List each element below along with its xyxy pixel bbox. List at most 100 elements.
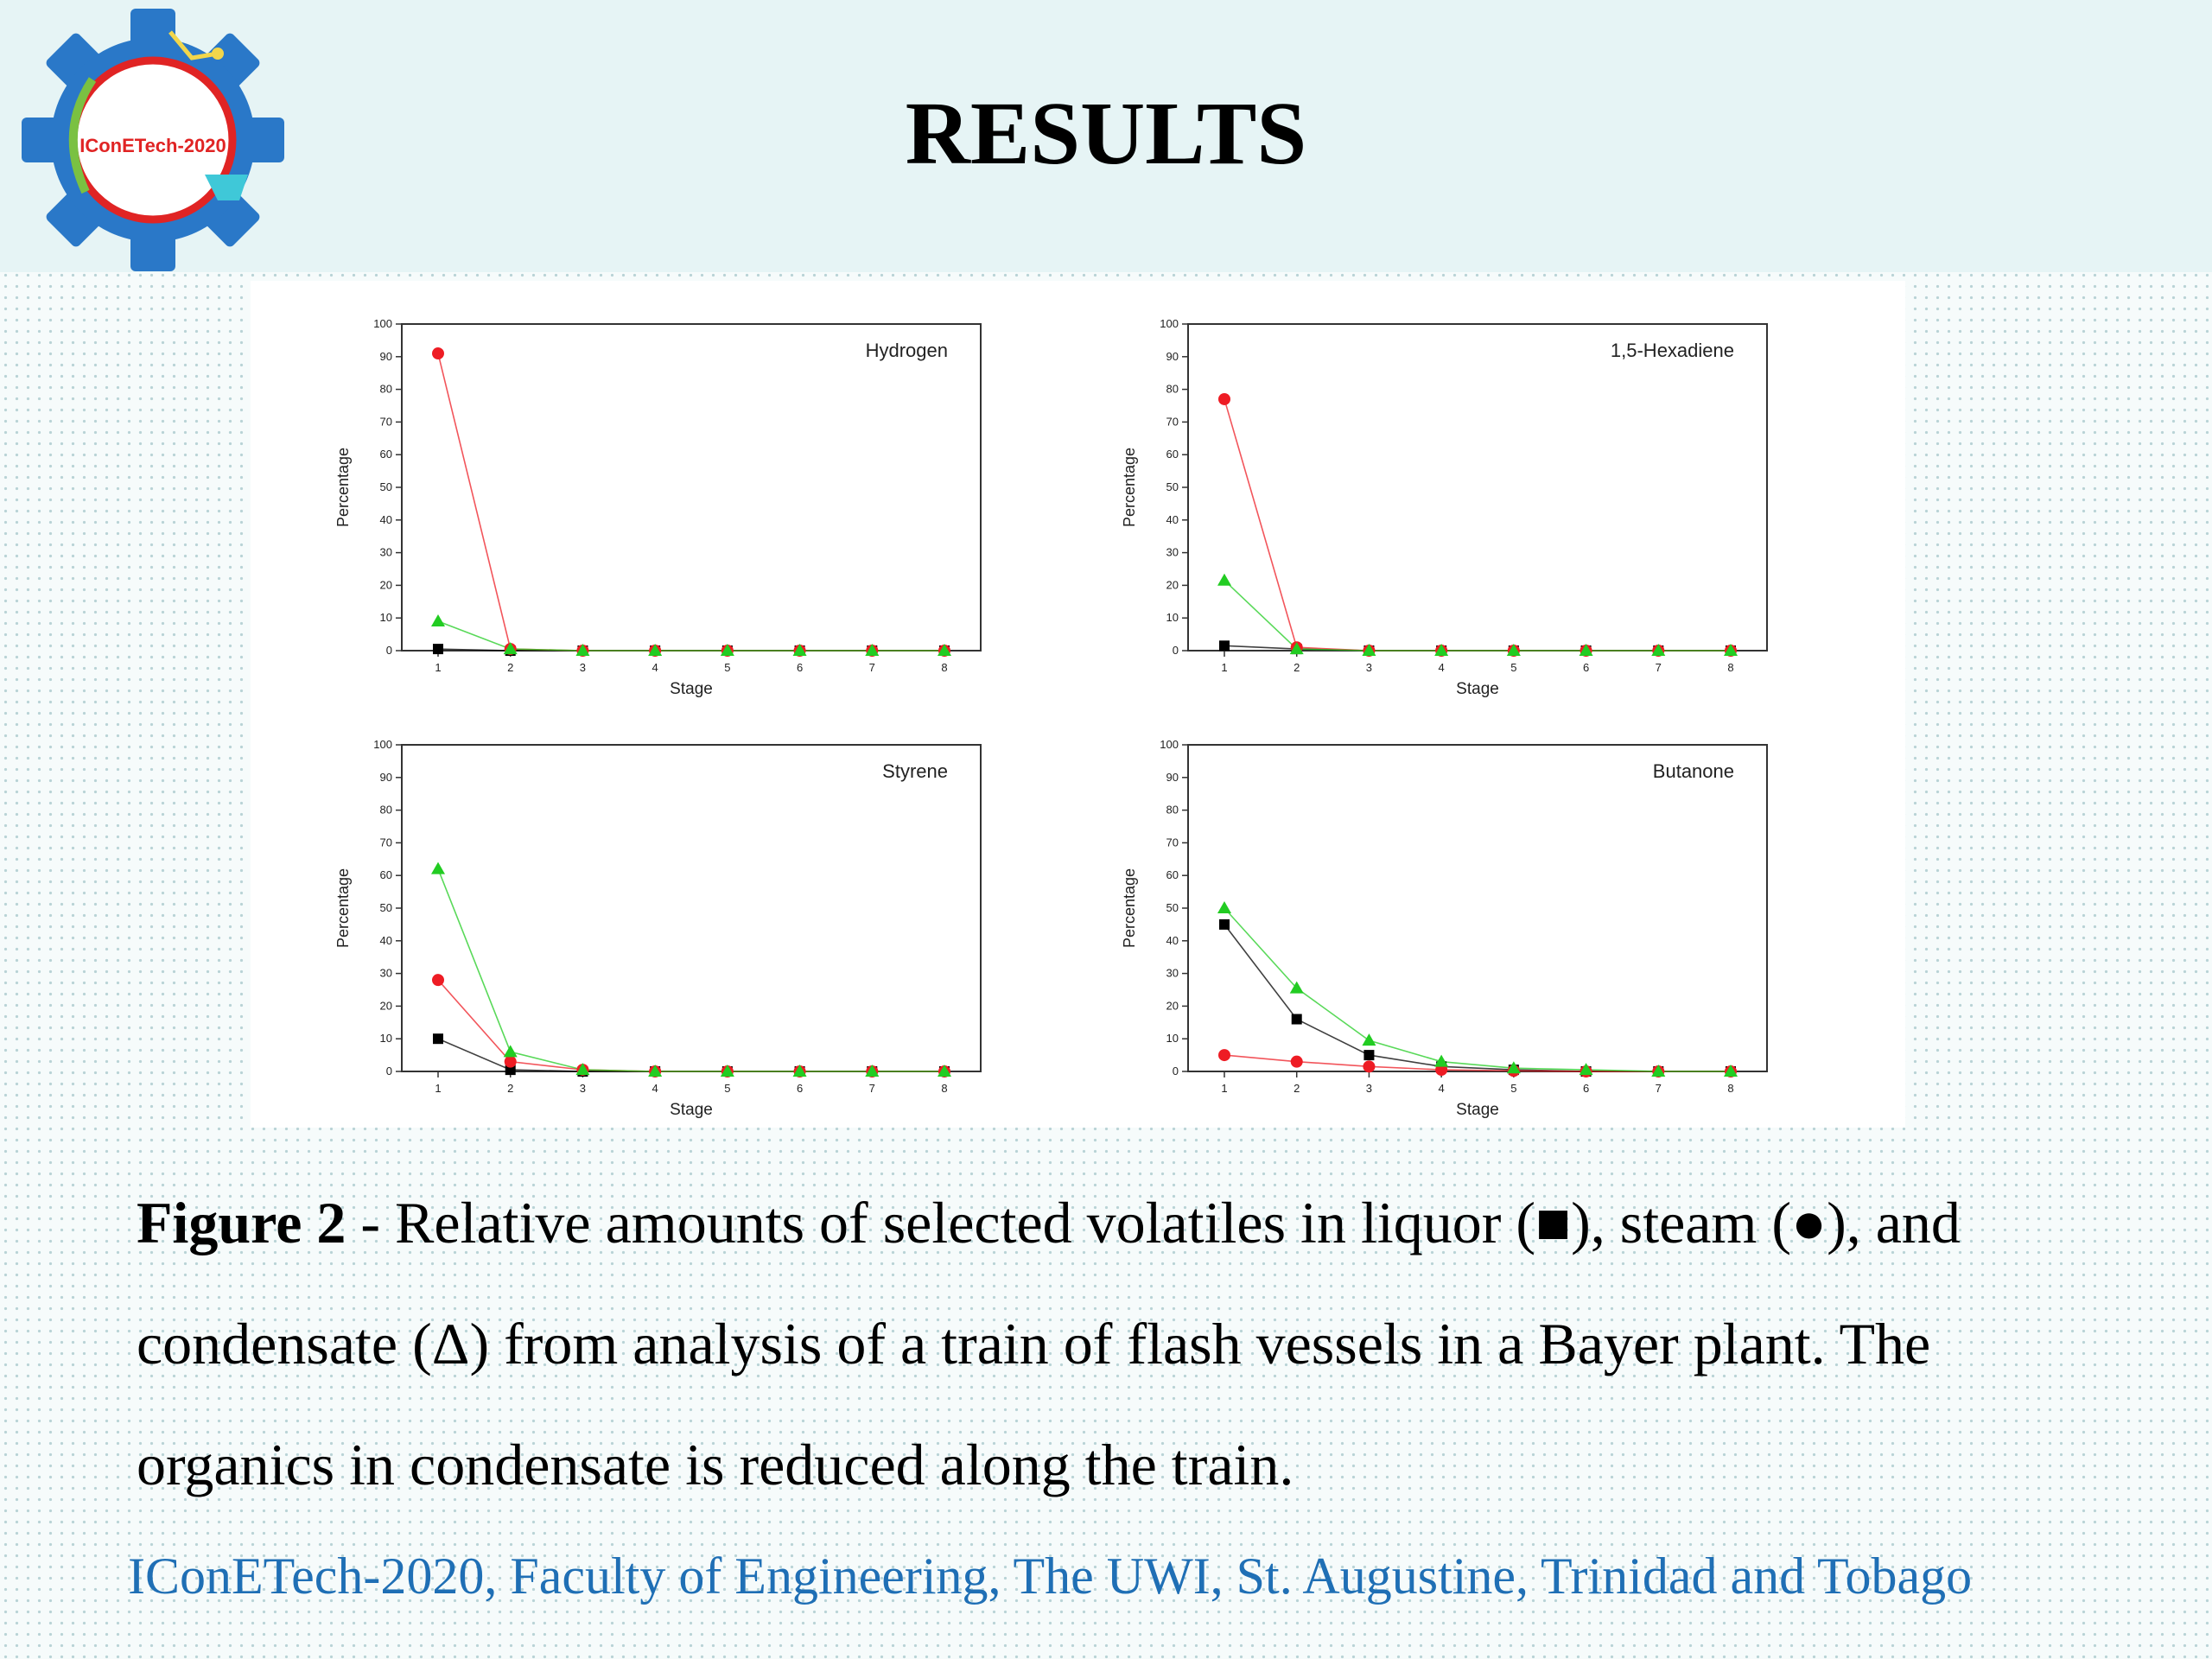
- y-tick-label: 20: [380, 999, 392, 1012]
- point-condensate: [648, 644, 663, 656]
- point-condensate: [1289, 642, 1304, 655]
- y-tick-label: 90: [1166, 771, 1179, 784]
- figure-panel: 0 10 20 30 40 50 60 70 80 90 100 1 2 3 4 5 6 7 8 Stage Perce…: [251, 281, 1905, 1128]
- y-tick-label: 30: [1166, 546, 1179, 559]
- y-tick-label: 0: [386, 1065, 392, 1077]
- figure-caption: Figure 2 - Relative amounts of selected …: [137, 1162, 2089, 1525]
- chart-hydrogen: 0 10 20 30 40 50 60 70 80 90 100 1 2 3 4 5 6 7 8 Stage Perce…: [315, 315, 982, 700]
- y-tick-label: 40: [380, 934, 392, 947]
- x-tick-label: 3: [1366, 661, 1372, 674]
- point-liquor: [505, 1065, 516, 1076]
- point-condensate: [1651, 644, 1666, 656]
- point-condensate: [575, 644, 590, 656]
- point-steam: [1218, 1049, 1230, 1062]
- point-condensate: [1362, 644, 1376, 656]
- y-tick-label: 100: [373, 317, 392, 330]
- x-tick-label: 8: [1727, 661, 1733, 674]
- plot-frame: [1187, 744, 1768, 1072]
- y-tick-label: 10: [380, 1032, 392, 1045]
- x-axis-label: Stage: [670, 680, 713, 698]
- y-tick-label: 50: [1166, 480, 1179, 493]
- y-tick-label: 70: [380, 836, 392, 849]
- x-tick-label: 7: [1656, 1082, 1662, 1095]
- point-steam: [1218, 392, 1230, 405]
- x-tick-label: 3: [1366, 1082, 1372, 1095]
- plot-frame: [1187, 323, 1768, 652]
- point-condensate: [1579, 644, 1593, 656]
- y-tick-label: 80: [380, 804, 392, 817]
- point-condensate: [431, 613, 445, 626]
- x-tick-label: 6: [797, 661, 803, 674]
- point-liquor: [1291, 1014, 1302, 1025]
- series-line-condensate: [1224, 907, 1731, 1072]
- chart-title: Hydrogen: [866, 340, 948, 361]
- point-condensate: [1217, 901, 1231, 913]
- point-steam: [1290, 1055, 1303, 1068]
- y-tick-label: 80: [1166, 383, 1179, 396]
- chart-title: Styrene: [882, 760, 948, 782]
- y-tick-label: 60: [380, 868, 392, 881]
- y-axis-label: Percentage: [334, 868, 352, 948]
- y-axis-label: Percentage: [1121, 868, 1138, 948]
- point-steam: [1363, 1060, 1376, 1073]
- y-tick-label: 100: [1160, 317, 1179, 330]
- figure-label: Figure 2: [137, 1190, 346, 1255]
- point-condensate: [1724, 644, 1738, 656]
- y-tick-label: 40: [380, 513, 392, 526]
- plot-frame: [401, 744, 982, 1072]
- chart-hexadiene: 0 10 20 30 40 50 60 70 80 90 100 1 2 3 4 5 6 7 8 Stage Perce…: [1102, 315, 1768, 700]
- x-tick-label: 5: [724, 661, 730, 674]
- x-tick-label: 5: [1510, 661, 1516, 674]
- y-tick-label: 90: [1166, 350, 1179, 363]
- y-tick-label: 80: [380, 383, 392, 396]
- point-condensate: [865, 644, 880, 656]
- point-condensate: [1724, 1065, 1738, 1077]
- x-tick-label: 1: [1221, 1082, 1227, 1095]
- y-tick-label: 100: [1160, 738, 1179, 751]
- y-tick-label: 70: [1166, 415, 1179, 428]
- chart-svg: 0 10 20 30 40 50 60 70 80 90 100 1 2 3 4 5 6 7 8 Stage Perce…: [334, 738, 982, 1119]
- y-tick-label: 50: [1166, 901, 1179, 914]
- y-tick-label: 20: [1166, 999, 1179, 1012]
- x-tick-label: 3: [580, 661, 586, 674]
- point-condensate: [1289, 981, 1304, 994]
- x-tick-label: 6: [797, 1082, 803, 1095]
- chart-styrene: 0 10 20 30 40 50 60 70 80 90 100 1 2 3 4 5 6 7 8 Stage Perce…: [315, 736, 982, 1121]
- y-axis-label: Percentage: [1121, 448, 1138, 527]
- point-condensate: [1434, 644, 1449, 656]
- y-tick-label: 0: [386, 644, 392, 657]
- point-condensate: [431, 861, 445, 874]
- y-tick-label: 40: [1166, 513, 1179, 526]
- point-condensate: [1651, 1065, 1666, 1077]
- page-title: RESULTS: [905, 84, 1307, 183]
- x-tick-label: 8: [1727, 1082, 1733, 1095]
- point-steam: [432, 974, 444, 987]
- y-tick-label: 90: [380, 771, 392, 784]
- point-liquor: [433, 644, 443, 655]
- point-condensate: [1362, 1033, 1376, 1046]
- x-tick-label: 2: [1294, 661, 1300, 674]
- x-tick-label: 2: [1294, 1082, 1300, 1095]
- x-axis-label: Stage: [1456, 680, 1499, 698]
- caption-text: - Relative amounts of selected volatiles…: [137, 1190, 1961, 1497]
- point-condensate: [1506, 644, 1521, 656]
- y-tick-label: 60: [1166, 868, 1179, 881]
- y-tick-label: 60: [380, 448, 392, 461]
- y-tick-label: 70: [1166, 836, 1179, 849]
- point-condensate: [1579, 1063, 1593, 1076]
- logo-text: IConETech-2020: [79, 135, 226, 156]
- y-tick-label: 30: [380, 967, 392, 980]
- y-tick-label: 40: [1166, 934, 1179, 947]
- x-tick-label: 4: [1439, 1082, 1445, 1095]
- chart-title: Butanone: [1653, 760, 1734, 782]
- point-liquor: [433, 1033, 443, 1045]
- y-tick-label: 0: [1173, 644, 1179, 657]
- x-tick-label: 7: [869, 661, 875, 674]
- y-tick-label: 20: [1166, 578, 1179, 591]
- y-tick-label: 20: [380, 578, 392, 591]
- series-line-condensate: [1224, 580, 1731, 652]
- x-tick-label: 5: [724, 1082, 730, 1095]
- point-steam: [504, 1055, 517, 1068]
- series-line-condensate: [437, 620, 944, 652]
- y-tick-label: 70: [380, 415, 392, 428]
